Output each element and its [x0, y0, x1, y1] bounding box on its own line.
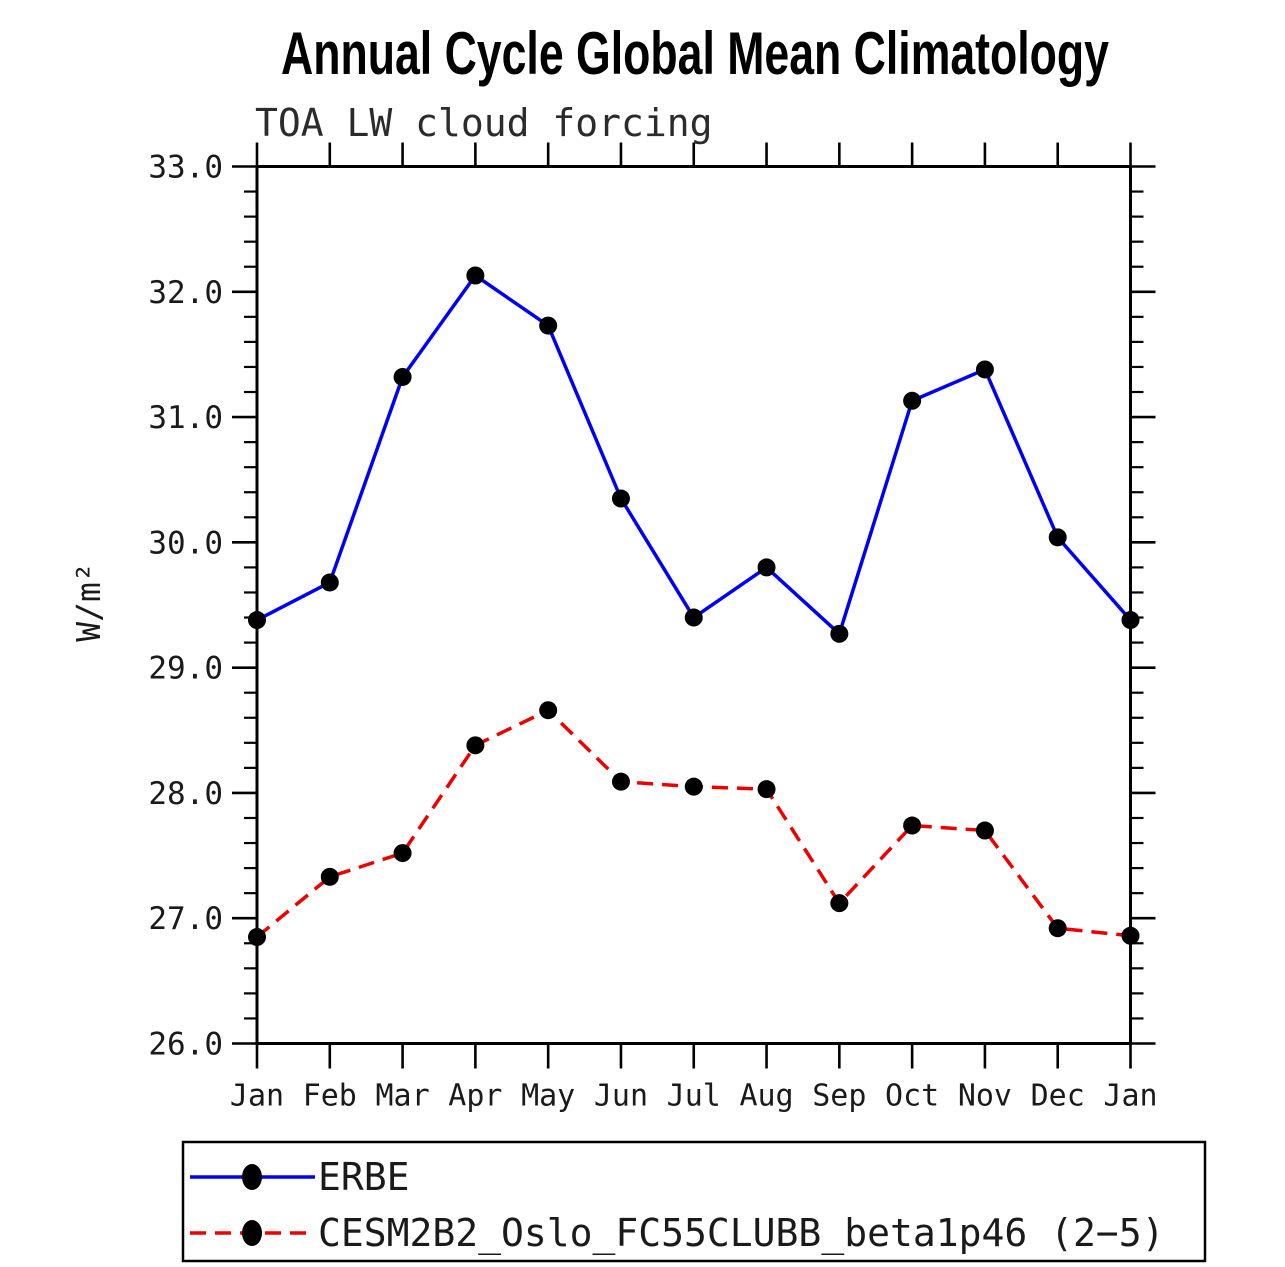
series-line: [256, 273, 1132, 636]
data-point: [684, 777, 703, 796]
series-line: [255, 708, 1131, 939]
data-point: [757, 780, 776, 799]
y-tick-label: 31.0: [148, 400, 223, 436]
data-point: [903, 391, 922, 410]
legend: ERBE CESM2B2_Oslo_FC55CLUBB_beta1p46 (2−…: [181, 1140, 1207, 1263]
y-tick-label: 27.0: [148, 901, 223, 937]
data-point: [466, 736, 485, 755]
x-tick-label: Mar: [375, 1079, 429, 1114]
y-tick-label: 32.0: [148, 275, 223, 311]
legend-box: [181, 1140, 1207, 1263]
x-tick-label: Nov: [958, 1079, 1012, 1114]
x-tick-label: Dec: [1031, 1079, 1085, 1114]
data-point: [1048, 919, 1067, 938]
plot-frame: [255, 165, 1132, 1045]
x-tick-label: Sep: [812, 1079, 866, 1114]
x-tick-label: Jul: [667, 1079, 721, 1114]
y-tick-label: 33.0: [148, 150, 223, 186]
legend-marker-cesm: [242, 1220, 262, 1246]
x-tick-label: Apr: [448, 1079, 502, 1114]
data-point: [611, 772, 630, 791]
data-point: [684, 608, 703, 627]
data-point: [903, 816, 922, 835]
data-point: [320, 573, 339, 592]
data-point: [1048, 528, 1067, 547]
y-axis-title: W/m²: [69, 562, 108, 641]
data-point: [757, 558, 776, 577]
data-point: [975, 360, 994, 379]
x-tick-label: Jan: [230, 1079, 284, 1114]
data-point: [611, 489, 630, 508]
x-tick-label: May: [521, 1079, 575, 1114]
x-tick-label: Jun: [594, 1079, 648, 1114]
data-point: [248, 928, 266, 947]
data-point: [975, 821, 994, 840]
axes: Jan Feb Mar Apr May Jun Jul Aug Sep Oct Nov Dec Jan2…: [148, 142, 1158, 1114]
chart-title: Annual Cycle Global Mean Climatology: [281, 20, 1109, 87]
data-point: [830, 894, 849, 913]
data-point: [539, 316, 558, 335]
legend-marker-erbe: [242, 1164, 262, 1190]
data-point: [393, 844, 412, 863]
data-point: [320, 867, 339, 886]
y-tick-label: 30.0: [148, 525, 223, 561]
legend-label-cesm: CESM2B2_Oslo_FC55CLUBB_beta1p46 (2−5): [318, 1211, 1164, 1256]
data-point: [1121, 611, 1140, 630]
legend-label-erbe: ERBE: [318, 1155, 410, 1199]
chart-subtitle: TOA LW cloud forcing: [255, 101, 713, 145]
y-tick-label: 28.0: [148, 776, 223, 812]
x-tick-label: Feb: [303, 1079, 357, 1114]
data-point: [248, 611, 266, 630]
data-point: [539, 701, 558, 720]
data-point: [393, 367, 412, 386]
data-point: [1121, 926, 1140, 945]
x-tick-label: Jan: [1103, 1079, 1157, 1114]
x-tick-label: Aug: [739, 1079, 793, 1114]
x-tick-label: Oct: [885, 1079, 939, 1114]
series-group: [248, 266, 1140, 947]
y-tick-label: 26.0: [148, 1027, 223, 1063]
data-point: [466, 266, 485, 285]
data-point: [830, 624, 849, 643]
y-tick-label: 29.0: [148, 651, 223, 687]
